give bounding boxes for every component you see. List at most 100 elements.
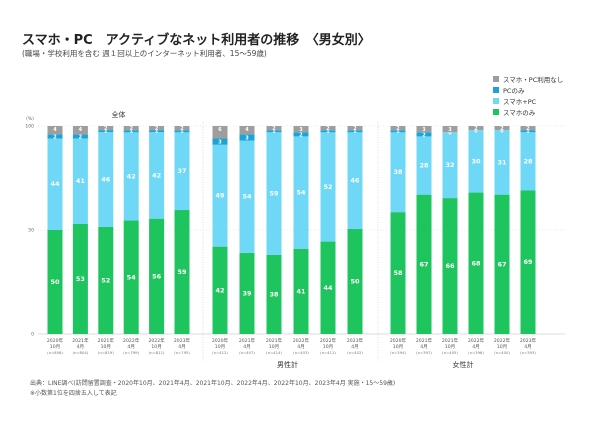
data-label: 54 [296, 189, 306, 197]
bar-segment-pc [72, 134, 88, 139]
data-label: 66 [445, 262, 455, 270]
bar-segment-none [47, 126, 63, 135]
x-tick-n-label: (n=414) [266, 350, 282, 355]
bar-segment-none [320, 126, 336, 131]
x-tick-label: 2022年 [320, 337, 337, 344]
bar-segment-sp [149, 218, 165, 334]
x-tick-label: 2021年 [239, 337, 256, 344]
bar-segment-sp [123, 220, 139, 334]
bar-segment-sp [174, 210, 190, 334]
x-tick-label: 2023年 [520, 337, 537, 344]
legend-label: スマホのみ [503, 108, 536, 117]
data-label: 1 [272, 129, 276, 135]
data-label: 0 [448, 131, 452, 137]
x-tick-label: 2021年 [98, 337, 115, 344]
bar-segment-pc [47, 134, 63, 139]
data-label: 2 [326, 126, 330, 132]
data-label: 50 [350, 277, 360, 285]
data-label: 41 [76, 177, 86, 185]
data-label: 2 [500, 126, 504, 132]
x-tick-n-label: (n=799) [123, 350, 139, 355]
x-tick-label: 2023年 [174, 337, 191, 344]
data-label: 2 [272, 126, 276, 132]
bar-segment-both [149, 132, 165, 219]
bar-segment-sp [98, 226, 114, 334]
data-label: 49 [215, 192, 225, 200]
bar-segment-none [293, 126, 309, 133]
data-label: 44 [50, 180, 60, 188]
data-label: 32 [445, 161, 454, 169]
data-label: 1 [129, 129, 133, 135]
x-tick-n-label: (n=394) [390, 350, 406, 355]
legend-label: スマホ+PC [503, 97, 537, 106]
bar-segment-none [149, 126, 165, 131]
x-tick-label: 10月 [445, 344, 455, 350]
bar-segment-both [494, 130, 510, 195]
data-label: 3 [245, 135, 249, 141]
data-label: 42 [127, 172, 136, 180]
x-tick-n-label: (n=811) [149, 350, 165, 355]
bar-segment-none [390, 126, 406, 131]
bar-segment-both [520, 132, 536, 191]
data-label: 2 [53, 134, 57, 140]
x-tick-label: 2020年 [212, 337, 229, 344]
bar-segment-none [347, 126, 363, 131]
data-label: 39 [242, 289, 252, 297]
data-label: 2 [104, 126, 108, 132]
data-label: 67 [419, 260, 428, 268]
bar-segment-none [72, 126, 88, 135]
legend-item: PCのみ [493, 84, 563, 95]
bar-segment-sp [390, 212, 406, 334]
bar-segment-pc [390, 130, 406, 133]
bar-segment-both [347, 132, 363, 229]
bar-segment-both [239, 140, 255, 253]
bar-segment-sp [442, 198, 458, 334]
bar-segment-both [123, 132, 139, 221]
bar-segment-pc [239, 134, 255, 141]
footer-source: 出典：LINE調べ(訪問留置調査・2020年10月、2021年4月、2021年1… [30, 380, 396, 387]
x-tick-label: 2022年 [494, 337, 511, 344]
bar-segment-both [266, 132, 282, 255]
x-tick-n-label: (n=407) [239, 350, 255, 355]
data-label: 4 [53, 127, 57, 133]
data-label: 46 [101, 176, 111, 184]
x-tick-n-label: (n=412) [212, 350, 228, 355]
data-label: 4 [245, 127, 249, 133]
data-label: 3 [299, 127, 303, 133]
group-label: 男性計 [277, 360, 298, 369]
data-label: 2 [526, 126, 530, 132]
data-label: 46 [350, 177, 360, 185]
bar-segment-sp [320, 241, 336, 334]
x-tick-label: 4月 [127, 344, 135, 350]
x-tick-label: 2022年 [123, 337, 140, 344]
bar-segment-both [416, 136, 432, 195]
data-label: 2 [422, 132, 426, 138]
x-tick-n-label: (n=405) [442, 350, 458, 355]
data-label: 3 [422, 127, 426, 133]
bar-segment-pc [123, 130, 139, 133]
x-tick-label: 10月 [50, 344, 60, 350]
x-tick-label: 10月 [269, 344, 279, 350]
data-label: 69 [523, 258, 533, 266]
bar-segment-sp [212, 246, 228, 334]
data-label: 2 [79, 134, 83, 140]
bar-segment-none [416, 126, 432, 133]
bar-segment-sp [266, 254, 282, 334]
group-label: 全体 [112, 110, 126, 119]
x-tick-label: 10月 [393, 344, 403, 350]
bar-segment-pc [347, 130, 363, 133]
x-tick-label: 4月 [351, 344, 359, 350]
y-tick-label: 50 [28, 228, 34, 234]
bar-segment-pc [98, 130, 114, 133]
x-tick-label: 4月 [297, 344, 305, 350]
data-label: 2 [155, 126, 159, 132]
data-label: 42 [152, 171, 161, 179]
legend-label: スマホ・PC利用なし [503, 75, 564, 84]
x-tick-label: 4月 [77, 344, 85, 350]
bar-segment-none [98, 126, 114, 131]
bar-segment-sp [494, 194, 510, 334]
x-tick-n-label: (n=402) [347, 350, 363, 355]
footer-note: ※小数第1位を四捨五入して表記 [30, 390, 117, 397]
bar-segment-both [72, 138, 88, 224]
bar-segment-pc [293, 132, 309, 137]
